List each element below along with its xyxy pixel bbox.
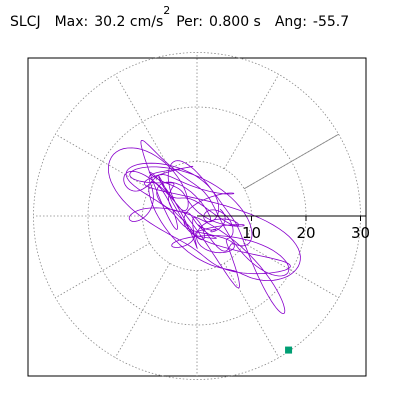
period-label: Per: — [176, 13, 204, 30]
peak-marker — [285, 346, 293, 354]
angle-value: -55.7 — [312, 13, 350, 30]
chart-title: SLCJ Max: 30.2 cm/s2 Per: 0.800 s Ang: -55.7 — [10, 4, 350, 30]
max-label: Max: — [54, 13, 89, 30]
axis-tick-label: 20 — [296, 224, 315, 242]
grid-spoke — [243, 242, 339, 299]
grid-spoke — [223, 74, 280, 170]
grid-spoke — [223, 262, 280, 358]
angle-label: Ang: — [274, 13, 307, 30]
max-exponent: 2 — [163, 4, 171, 17]
annotation-line — [243, 133, 339, 190]
period-value: 0.800 s — [209, 13, 261, 30]
axis-tick-label: 30 — [351, 224, 370, 242]
grid-spoke — [114, 262, 171, 358]
radial-axis: 10 20 30 — [197, 215, 370, 242]
grid-spoke — [114, 74, 171, 170]
max-value: 30.2 cm/s — [94, 13, 164, 30]
axis-tick-label: 10 — [242, 224, 261, 242]
station-code: SLCJ — [10, 13, 41, 30]
grid-spoke — [55, 242, 151, 299]
motion-trace-path — [107, 139, 301, 315]
peak-marker-layer — [285, 346, 293, 354]
grid-spoke — [55, 133, 151, 190]
motion-trace — [107, 139, 301, 315]
